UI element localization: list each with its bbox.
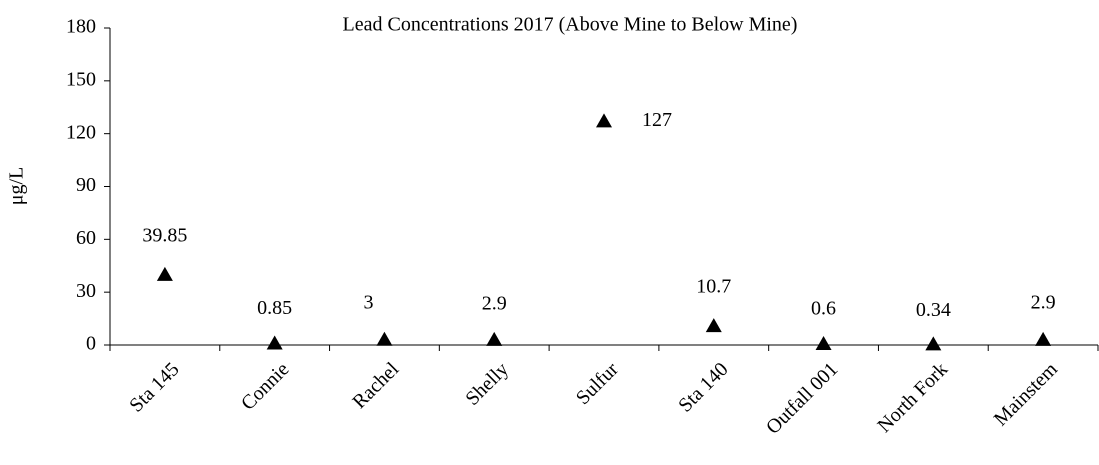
- chart-title: Lead Concentrations 2017 (Above Mine to …: [343, 14, 798, 36]
- x-tick-label: Sulfur: [572, 358, 623, 409]
- data-label: 0.6: [811, 298, 836, 320]
- x-tick-label: Rachel: [348, 358, 403, 413]
- data-point: [815, 335, 832, 350]
- x-tick-label: Sta 145: [125, 358, 183, 416]
- x-tick-label: Outfall 001: [762, 358, 842, 438]
- x-tick-label: Connie: [237, 358, 293, 414]
- y-tick-label: 60: [76, 227, 96, 249]
- data-label: 2.9: [1031, 291, 1056, 313]
- data-point: [266, 335, 283, 350]
- y-tick-label: 180: [66, 16, 96, 38]
- data-point: [925, 336, 942, 351]
- x-tick-label: Mainstem: [990, 358, 1062, 430]
- data-point: [705, 318, 722, 333]
- data-label: 2.9: [482, 292, 507, 314]
- y-tick-label: 120: [66, 121, 96, 143]
- data-point: [156, 266, 173, 281]
- data-label: 10.7: [696, 276, 731, 298]
- data-label: 127: [642, 109, 672, 131]
- data-label: 39.85: [142, 224, 187, 246]
- y-tick-label: 150: [66, 68, 96, 90]
- y-axis-label: μg/L: [6, 167, 28, 206]
- data-point: [486, 331, 503, 346]
- x-tick-label: North Fork: [873, 358, 952, 437]
- data-point: [376, 331, 393, 346]
- data-label: 0.85: [257, 297, 292, 319]
- x-tick-label: Shelly: [461, 358, 513, 410]
- data-label: 3: [363, 291, 373, 313]
- y-tick-label: 30: [76, 280, 96, 302]
- data-point: [1035, 331, 1052, 346]
- y-tick-label: 90: [76, 174, 96, 196]
- data-point: [596, 113, 612, 128]
- data-label: 0.34: [916, 299, 951, 321]
- x-tick-label: Sta 140: [674, 358, 732, 416]
- y-tick-label: 0: [86, 333, 96, 355]
